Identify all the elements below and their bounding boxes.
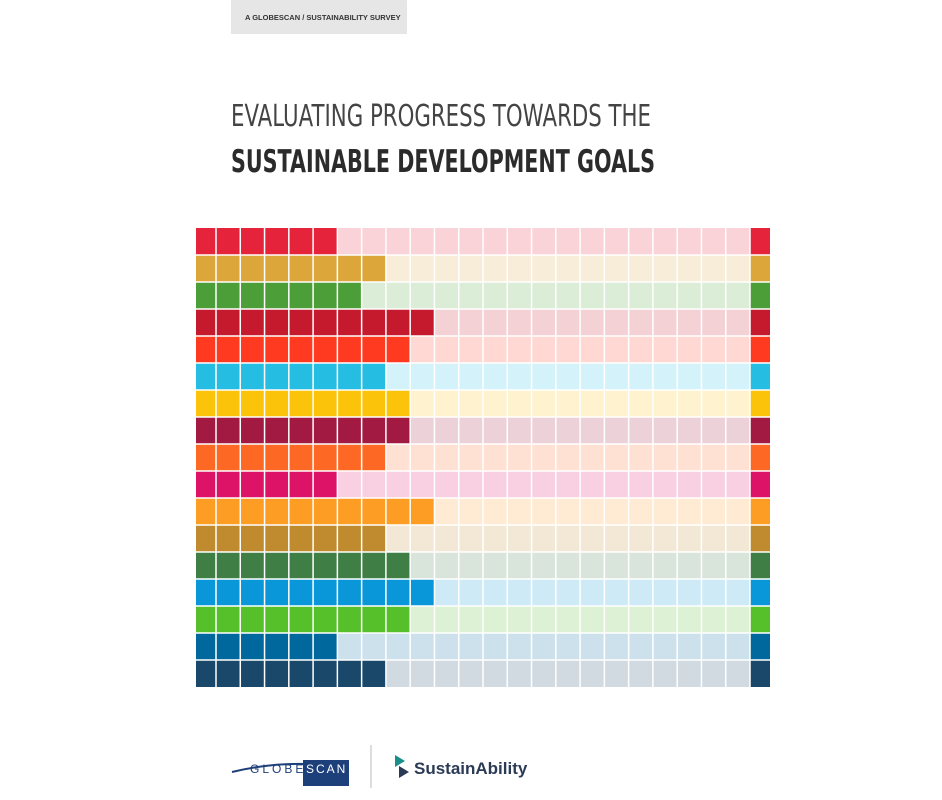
row-end: [750, 633, 770, 660]
row-end: [750, 417, 770, 444]
row-end: [750, 660, 770, 687]
row-fill: [196, 390, 411, 417]
logo-scan: SCAN: [306, 762, 347, 776]
row-fill: [196, 498, 435, 525]
row-fill: [196, 255, 386, 282]
row-fill: [196, 606, 411, 633]
row-end: [750, 498, 770, 525]
row-fill: [196, 228, 338, 255]
logo-box: [303, 760, 349, 786]
logo-mark: [395, 755, 405, 767]
row-end: [750, 363, 770, 390]
row-fill: [196, 336, 411, 363]
row-end: [750, 282, 770, 309]
row-end: [750, 309, 770, 336]
row-fill: [196, 660, 386, 687]
sustainability-logo: SustainAbility: [395, 755, 528, 778]
header-band: [231, 0, 407, 34]
row-fill: [196, 417, 411, 444]
logo-mark: [399, 766, 409, 778]
row-end: [750, 255, 770, 282]
row-end: [750, 228, 770, 255]
row-end: [750, 606, 770, 633]
row-end: [750, 525, 770, 552]
row-end: [750, 579, 770, 606]
title-line1: EVALUATING PROGRESS TOWARDS THE: [231, 99, 651, 134]
row-end: [750, 471, 770, 498]
row-fill: [196, 471, 338, 498]
sdg-grid: [196, 228, 770, 687]
globescan-logo: GLOBE SCAN: [231, 760, 349, 786]
logo-sustainability: SustainAbility: [414, 759, 528, 778]
row-end: [750, 336, 770, 363]
row-fill: [196, 309, 435, 336]
row-fill: [196, 525, 386, 552]
row-end: [750, 552, 770, 579]
title-line2: SUSTAINABLE DEVELOPMENT GOALS: [231, 144, 655, 180]
row-fill: [196, 633, 338, 660]
logo-globe: GLOBE: [250, 762, 306, 776]
header-label: A GLOBESCAN / SUSTAINABILITY SURVEY: [245, 13, 401, 22]
row-fill: [196, 552, 411, 579]
row-fill: [196, 282, 362, 309]
row-fill: [196, 363, 386, 390]
row-fill: [196, 579, 435, 606]
row-end: [750, 390, 770, 417]
row-fill: [196, 444, 386, 471]
row-end: [750, 444, 770, 471]
